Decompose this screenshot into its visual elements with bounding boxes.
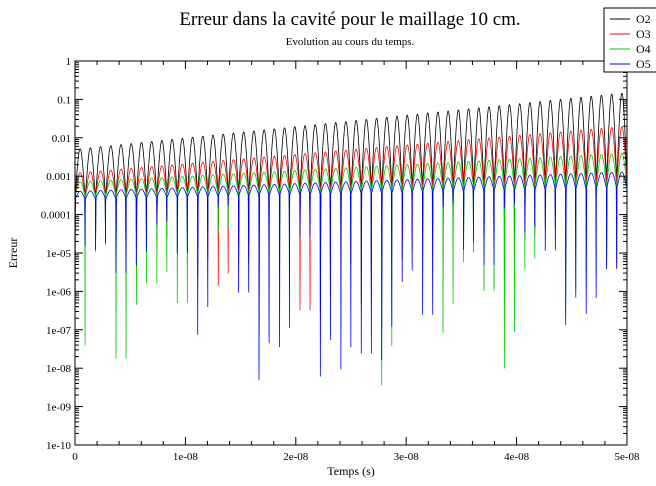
y-tick-label: 0.001 xyxy=(46,171,71,183)
y-tick-label: 0.1 xyxy=(57,94,71,106)
y-tick-label: 1e-10 xyxy=(46,440,72,452)
x-tick-label: 4e-08 xyxy=(504,451,530,463)
y-tick-label: 1e-07 xyxy=(46,325,72,337)
chart-title: Erreur dans la cavité pour le maillage 1… xyxy=(179,9,520,30)
x-tick-label: 2e-08 xyxy=(283,451,309,463)
chart-subtitle: Evolution au cours du temps. xyxy=(286,36,415,48)
x-axis-label: Temps (s) xyxy=(327,464,374,478)
y-tick-label: 1e-08 xyxy=(46,363,72,375)
series-line-o4 xyxy=(74,152,628,386)
legend-label-o2: O2 xyxy=(636,12,651,26)
x-tick-label: 1e-08 xyxy=(173,451,199,463)
series-layer xyxy=(74,92,628,386)
x-tick-label: 3e-08 xyxy=(394,451,420,463)
series-line-o5 xyxy=(74,171,628,381)
y-tick-label: 1 xyxy=(66,56,72,68)
legend-label-o3: O3 xyxy=(636,27,651,41)
y-tick-label: 1e-06 xyxy=(46,286,72,298)
x-tick-label: 5e-08 xyxy=(614,451,640,463)
x-tick-label: 0 xyxy=(72,451,78,463)
legend-label-o4: O4 xyxy=(636,42,651,56)
axis-ticks: 0 1e-08 2e-08 3e-08 4e-08 5e-08 1e-10 1e-09 1e-0… xyxy=(41,56,640,463)
y-tick-label: 0.01 xyxy=(52,133,71,145)
legend-label-o5: O5 xyxy=(636,57,651,71)
y-axis-label: Erreur xyxy=(6,238,20,269)
y-tick-label: 1e-05 xyxy=(46,248,72,260)
y-tick-label: 0.0001 xyxy=(41,210,71,222)
y-tick-label: 1e-09 xyxy=(46,402,72,414)
